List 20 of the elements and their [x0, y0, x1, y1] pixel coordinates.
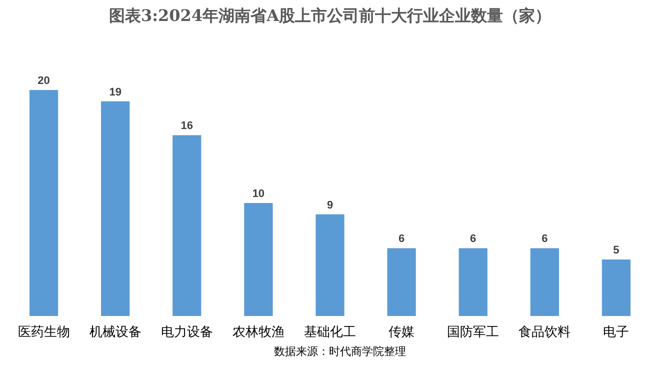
data-label: 19: [109, 86, 122, 98]
x-tick-label: 农林牧渔: [232, 325, 284, 340]
data-label: 6: [470, 233, 476, 246]
data-label: 10: [252, 188, 265, 200]
x-tick-label: 国防军工: [447, 325, 500, 340]
x-tick-label: 机械设备: [89, 325, 142, 340]
source-note: 数据来源：时代商学院整理: [274, 345, 406, 358]
x-tick-label: 电力设备: [160, 325, 213, 340]
data-label: 20: [38, 75, 50, 87]
x-tick-label: 电子: [603, 325, 630, 340]
data-label: 6: [398, 233, 405, 246]
chart-title: 图表3:2024年湖南省A股上市公司前十大行业企业数量（家）: [109, 6, 551, 25]
x-tick-label: 食品饮料: [518, 325, 571, 340]
x-tick-label: 医药生物: [18, 325, 70, 340]
data-label: 16: [180, 120, 194, 132]
data-label: 6: [542, 233, 548, 246]
data-label: 5: [613, 244, 620, 256]
x-tick-label: 传媒: [388, 325, 415, 340]
data-label: 9: [326, 199, 334, 212]
x-tick-label: 基础化工: [304, 325, 356, 340]
